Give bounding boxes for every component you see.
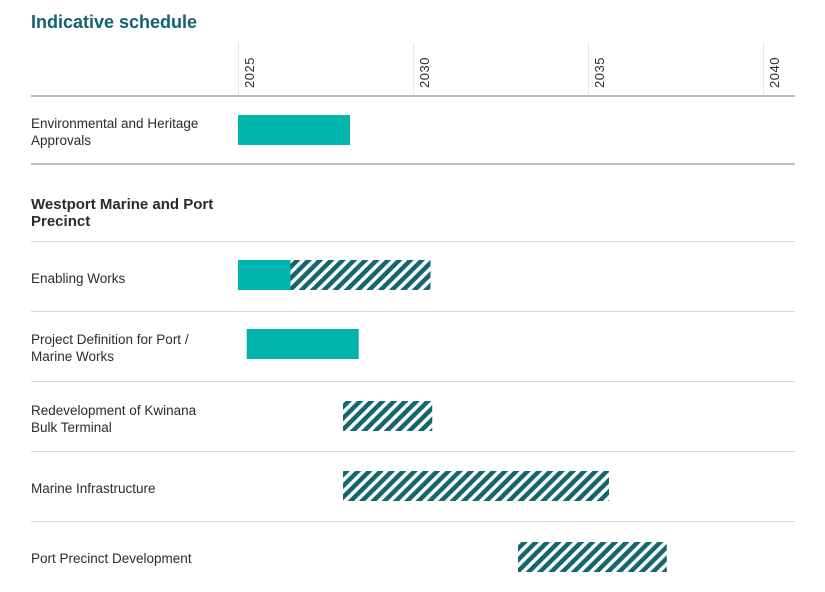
row-label: Environmental and Heritage Approvals (31, 116, 199, 148)
row-label: Marine Infrastructure (31, 481, 156, 496)
bar-hatched (343, 471, 609, 501)
row-divider (31, 241, 795, 242)
gridline (238, 44, 239, 96)
row-divider (31, 381, 795, 382)
chart-title: Indicative schedule (31, 12, 198, 32)
row-divider (31, 311, 795, 312)
bar-hatched (518, 542, 667, 572)
gridline (763, 44, 764, 96)
row-divider (31, 521, 795, 522)
row-label: Project Definition for Port / Marine Wor… (31, 332, 189, 364)
bar-solid (238, 260, 291, 290)
row-divider (31, 451, 795, 452)
row-label: Redevelopment of Kwinana Bulk Terminal (31, 403, 197, 435)
row-label: Enabling Works (31, 271, 126, 286)
row-divider (31, 163, 795, 165)
bar-solid (246, 329, 359, 359)
gridline (588, 44, 589, 96)
row-label: Port Precinct Development (31, 551, 192, 566)
bar-hatched (343, 401, 433, 431)
bar-hatched (290, 260, 431, 290)
gridline (413, 44, 414, 96)
row-divider (31, 95, 795, 97)
section-heading: Westport Marine and Port Precinct (31, 196, 214, 230)
bar-solid (238, 115, 350, 145)
